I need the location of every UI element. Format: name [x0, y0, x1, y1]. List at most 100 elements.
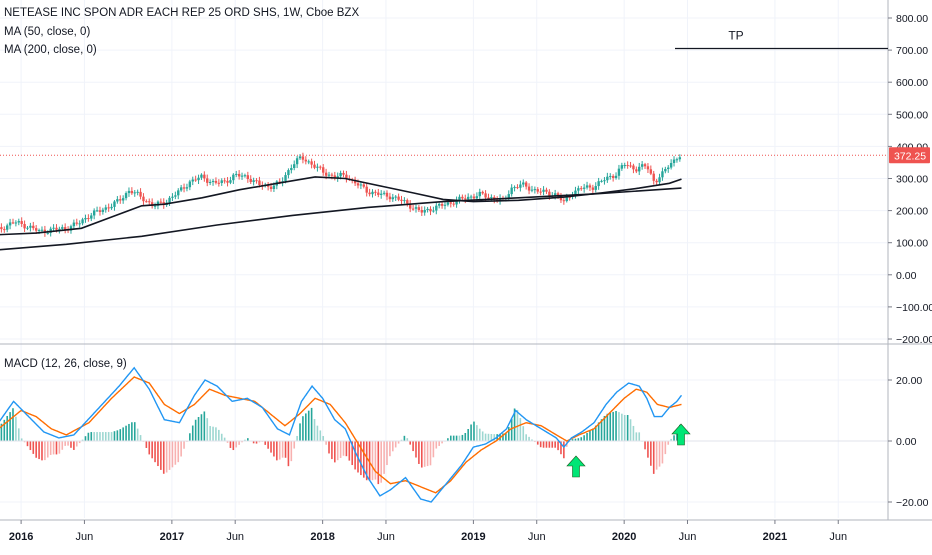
histogram-bar-positive	[194, 419, 197, 441]
histogram-bar-negative	[536, 441, 539, 445]
histogram-bar-negative	[336, 441, 339, 461]
candle-up	[252, 180, 255, 183]
histogram-bar-negative	[545, 441, 548, 448]
histogram-bar-positive	[464, 432, 467, 441]
candle-up	[104, 207, 107, 210]
candle-up	[81, 219, 84, 224]
candle-down	[406, 200, 409, 204]
candle-down	[342, 172, 345, 175]
candle-up	[240, 175, 244, 177]
histogram-bar-positive	[122, 427, 124, 441]
histogram-bar-negative	[284, 441, 287, 458]
candle-up	[455, 200, 458, 205]
green-arrow-1[interactable]	[566, 455, 586, 478]
histogram-bar-positive	[191, 425, 194, 441]
candle-up	[542, 189, 545, 192]
histogram-bar-positive	[447, 438, 449, 441]
histogram-bar-negative	[165, 441, 168, 473]
candle-up	[664, 169, 667, 172]
macd-pane[interactable]	[0, 366, 888, 503]
histogram-bar-negative	[252, 441, 255, 444]
candle-up	[220, 180, 223, 183]
candle-up	[475, 196, 479, 199]
annotation-layer[interactable]: 372.25 TP	[0, 28, 930, 478]
candle-down	[440, 204, 444, 206]
candle-up	[582, 187, 586, 189]
histogram-bar-positive	[626, 414, 629, 441]
candle-up	[446, 202, 450, 205]
candle-up	[211, 180, 215, 182]
candle-down	[301, 156, 305, 160]
candle-up	[200, 174, 203, 178]
histogram-bar-negative	[551, 441, 554, 448]
axis-layer[interactable]: −200.00−100.000.00100.00200.00300.00400.…	[0, 0, 932, 543]
candle-up	[443, 204, 447, 206]
histogram-bar-positive	[458, 435, 461, 441]
histogram-bar-negative	[415, 441, 417, 458]
candle-up	[678, 157, 682, 160]
histogram-bar-positive	[490, 433, 493, 441]
candle-down	[0, 227, 3, 230]
histogram-bar-negative	[394, 441, 397, 448]
histogram-bar-positive	[206, 418, 209, 441]
histogram-bar-positive	[81, 439, 84, 441]
candle-down	[333, 175, 337, 179]
candle-down	[629, 165, 632, 167]
candle-down	[449, 202, 452, 204]
candle-up	[5, 225, 9, 230]
candle-down	[362, 184, 366, 187]
candle-up	[235, 173, 238, 175]
candle-down	[635, 169, 638, 172]
candle-down	[249, 178, 252, 183]
candle-up	[197, 177, 200, 181]
histogram-bar-positive	[470, 424, 472, 441]
candle-up	[171, 196, 174, 198]
candle-down	[353, 179, 357, 184]
candle-up	[179, 187, 183, 191]
histogram-bar-positive	[507, 427, 510, 441]
histogram-bar-negative	[160, 441, 162, 470]
ma50-legend[interactable]: MA (50, close, 0)	[4, 26, 91, 38]
candle-up	[603, 180, 606, 182]
last-price-tag[interactable]	[889, 147, 930, 164]
histogram-bar-positive	[102, 432, 104, 441]
candle-up	[17, 221, 20, 223]
time-axis-label: Jun	[377, 531, 395, 543]
macd-legend[interactable]: MACD (12, 26, close, 9)	[4, 358, 127, 370]
histogram-bar-negative	[78, 441, 81, 444]
histogram-bar-negative	[342, 441, 345, 456]
candle-up	[432, 210, 435, 212]
histogram-bar-positive	[296, 435, 298, 441]
candle-up	[620, 165, 624, 169]
histogram-bar-positive	[302, 416, 304, 441]
green-arrow-2[interactable]	[671, 423, 691, 446]
histogram-bar-positive	[476, 425, 478, 441]
candle-down	[368, 192, 371, 195]
candle-up	[359, 184, 363, 186]
candle-down	[55, 227, 58, 230]
ma200-legend[interactable]: MA (200, close, 0)	[4, 44, 97, 56]
candle-down	[3, 229, 6, 231]
candle-up	[293, 164, 296, 169]
histogram-bar-negative	[38, 441, 40, 460]
histogram-bar-negative	[548, 441, 551, 448]
histogram-bar-negative	[281, 441, 284, 458]
price-pane[interactable]	[0, 152, 682, 251]
candle-down	[591, 187, 595, 190]
tp-label: TP	[728, 28, 743, 42]
candle-up	[380, 193, 383, 195]
symbol-legend[interactable]: NETEASE INC SPON ADR EACH REP 25 ORD SHS…	[4, 7, 360, 19]
histogram-bar-negative	[35, 441, 37, 458]
candle-up	[437, 204, 441, 206]
candle-up	[95, 210, 99, 212]
candle-down	[278, 181, 281, 183]
histogram-bar-positive	[635, 432, 638, 441]
histogram-bar-positive	[110, 432, 113, 441]
candle-up	[229, 180, 232, 183]
histogram-bar-positive	[618, 412, 620, 441]
candle-down	[98, 210, 102, 212]
time-axis-label: 2016	[9, 531, 33, 543]
time-axis-label: Jun	[76, 531, 94, 543]
